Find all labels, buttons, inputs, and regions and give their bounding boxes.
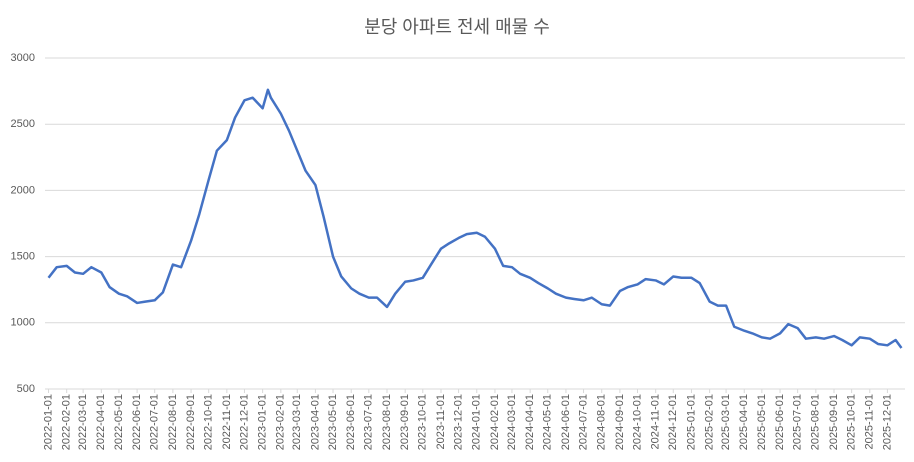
x-tick-label: 2025-09-01: [828, 394, 840, 450]
x-tick-label: 2023-03-01: [291, 394, 303, 450]
chart-title: 분당 아파트 전세 매물 수: [364, 17, 550, 37]
x-tick-label: 2023-06-01: [345, 394, 357, 450]
x-tick-label: 2023-05-01: [327, 394, 339, 450]
x-tick-label: 2023-04-01: [309, 394, 321, 450]
x-tick-label: 2022-10-01: [203, 394, 215, 450]
x-tick-label: 2025-11-01: [864, 394, 876, 449]
y-tick-label: 2500: [11, 118, 35, 130]
x-tick-label: 2023-01-01: [257, 394, 269, 450]
x-tick-label: 2022-09-01: [185, 394, 197, 450]
x-tick-label: 2024-12-01: [667, 394, 679, 450]
x-tick-label: 2023-07-01: [363, 394, 375, 450]
x-tick-label: 2024-08-01: [596, 394, 608, 450]
x-tick-label: 2023-08-01: [381, 394, 393, 450]
y-tick-label: 3000: [11, 52, 35, 64]
x-tick-label: 2025-01-01: [685, 394, 697, 450]
x-tick-label: 2023-11-01: [435, 394, 447, 449]
x-tick-label: 2024-04-01: [524, 394, 536, 450]
x-tick-label: 2024-05-01: [542, 394, 554, 450]
x-tick-label: 2023-09-01: [399, 394, 411, 450]
x-tick-label: 2022-07-01: [149, 394, 161, 450]
x-tick-label: 2022-12-01: [238, 394, 250, 450]
y-tick-label: 1500: [11, 251, 35, 263]
x-tick-label: 2025-06-01: [774, 394, 786, 450]
x-tick-label: 2024-01-01: [471, 394, 483, 450]
x-tick-label: 2025-08-01: [810, 394, 822, 450]
y-tick-label: 2000: [11, 184, 35, 196]
x-tick-label: 2023-12-01: [452, 394, 464, 450]
x-tick-label: 2025-12-01: [881, 394, 893, 450]
x-tick-label: 2022-02-01: [61, 394, 73, 450]
data-line: [47, 88, 903, 349]
x-tick-label: 2025-10-01: [846, 394, 858, 450]
x-tick-label: 2022-11-01: [221, 394, 233, 449]
x-tick-label: 2025-03-01: [720, 394, 732, 450]
x-tick-label: 2022-05-01: [113, 394, 125, 450]
x-tick-label: 2024-03-01: [506, 394, 518, 450]
x-tick-label: 2022-03-01: [77, 394, 89, 450]
x-tick-label: 2022-06-01: [131, 394, 143, 450]
x-tick-label: 2025-04-01: [738, 394, 750, 450]
x-tick-label: 2022-01-01: [42, 394, 54, 450]
x-tick-label: 2025-07-01: [792, 394, 804, 450]
x-tick-label: 2022-04-01: [95, 394, 107, 450]
x-tick-label: 2024-09-01: [614, 394, 626, 450]
x-tick-label: 2024-11-01: [650, 394, 662, 449]
y-tick-label: 500: [17, 383, 35, 395]
x-tick-label: 2023-10-01: [417, 394, 429, 450]
x-tick-label: 2025-02-01: [704, 394, 716, 450]
x-tick-label: 2022-08-01: [167, 394, 179, 450]
x-tick-label: 2024-06-01: [560, 394, 572, 450]
x-tick-label: 2023-02-01: [275, 394, 287, 450]
x-tick-label: 2024-07-01: [577, 394, 589, 450]
x-tick-label: 2024-10-01: [631, 394, 643, 450]
y-tick-label: 1000: [11, 317, 35, 329]
x-tick-label: 2024-02-01: [489, 394, 501, 450]
x-tick-label: 2025-05-01: [756, 394, 768, 450]
